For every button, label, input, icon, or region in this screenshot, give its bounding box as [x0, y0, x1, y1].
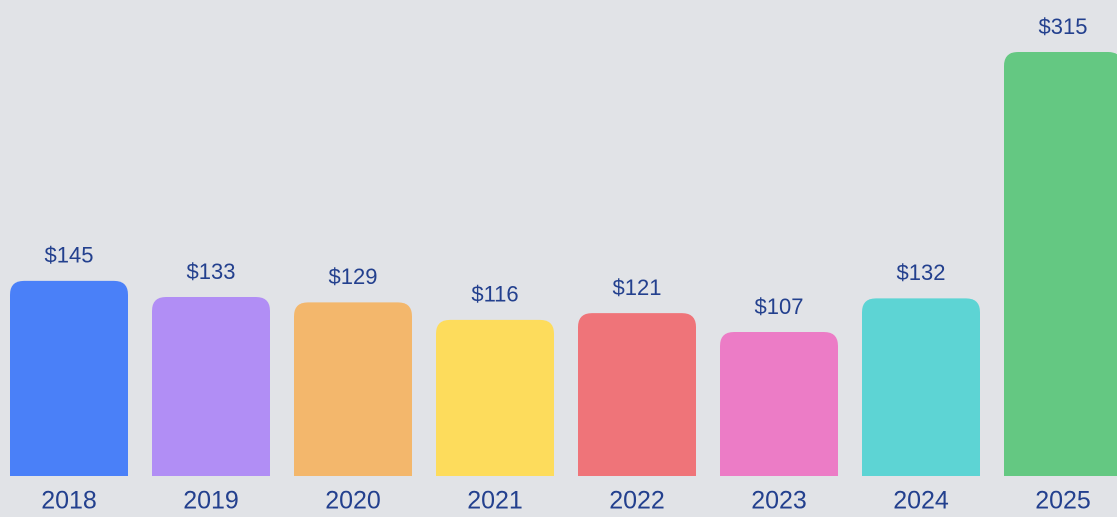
- x-tick-label: 2023: [751, 487, 807, 515]
- bar: [1004, 52, 1117, 476]
- bar: [294, 302, 412, 476]
- value-label: $129: [329, 264, 378, 289]
- value-label: $121: [613, 275, 662, 300]
- bar: [152, 296, 270, 476]
- value-label: $315: [1039, 14, 1088, 39]
- bar: [10, 280, 128, 476]
- x-tick-label: 2020: [325, 487, 381, 515]
- bar: [720, 331, 838, 476]
- x-tick-label: 2021: [467, 487, 523, 515]
- value-label: $107: [755, 294, 804, 319]
- x-tick-label: 2018: [41, 487, 97, 515]
- value-label: $132: [897, 260, 946, 285]
- x-tick-label: 2022: [609, 487, 665, 515]
- bar: [436, 319, 554, 476]
- x-tick-label: 2025: [1035, 487, 1091, 515]
- value-label: $116: [471, 282, 518, 307]
- bar: [578, 313, 696, 476]
- value-label: $145: [45, 243, 94, 268]
- x-tick-label: 2024: [893, 487, 949, 515]
- bar: [862, 298, 980, 476]
- value-label: $133: [187, 259, 236, 284]
- x-tick-label: 2019: [183, 487, 239, 515]
